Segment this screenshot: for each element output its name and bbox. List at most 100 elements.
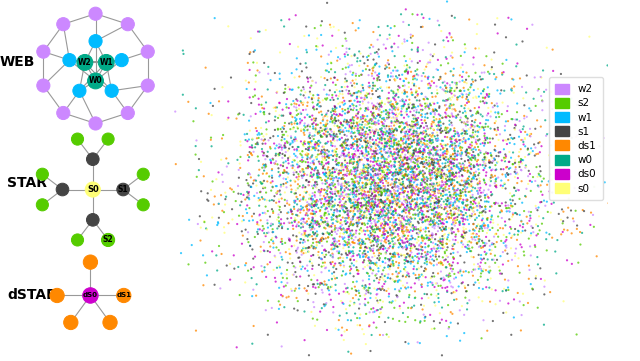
Point [338, 139, 348, 145]
Point [342, 226, 353, 232]
Point [419, 70, 429, 76]
Point [206, 135, 216, 140]
Point [358, 99, 368, 104]
Point [545, 131, 555, 136]
Point [419, 190, 429, 196]
Point [305, 135, 316, 141]
Point [324, 155, 334, 161]
Point [406, 169, 417, 175]
Point [422, 235, 432, 241]
Point [404, 209, 414, 215]
Point [354, 241, 364, 247]
Point [433, 295, 444, 301]
Point [460, 131, 470, 136]
Point [344, 183, 355, 188]
Point [516, 178, 527, 184]
Point [339, 118, 349, 124]
Point [365, 186, 376, 192]
Point [396, 252, 406, 257]
Point [348, 200, 358, 206]
Point [327, 228, 337, 234]
Point [356, 212, 366, 218]
Point [447, 139, 457, 144]
Point [335, 231, 346, 236]
Point [386, 123, 396, 129]
Point [376, 251, 386, 257]
Point [363, 221, 373, 226]
Point [308, 100, 318, 105]
Point [408, 222, 418, 228]
Point [372, 143, 383, 148]
Point [377, 275, 387, 281]
Point [501, 138, 511, 143]
Point [376, 189, 387, 195]
Point [486, 275, 496, 281]
Point [425, 193, 435, 199]
Point [367, 113, 378, 118]
Point [394, 215, 404, 221]
Point [346, 117, 356, 123]
Point [341, 119, 351, 125]
Point [360, 264, 370, 270]
Point [402, 157, 412, 163]
Point [433, 170, 444, 176]
Point [412, 12, 422, 18]
Point [323, 223, 333, 229]
Point [356, 200, 366, 206]
Point [383, 238, 394, 244]
Point [355, 184, 365, 190]
Point [422, 251, 433, 257]
Point [506, 203, 516, 208]
Point [526, 230, 536, 236]
Point [223, 160, 234, 166]
Point [445, 152, 456, 158]
Point [406, 261, 416, 266]
Point [383, 57, 393, 63]
Point [447, 142, 458, 148]
Point [360, 181, 371, 187]
Point [386, 255, 396, 261]
Point [442, 178, 452, 183]
Point [355, 208, 365, 214]
Point [275, 100, 285, 106]
Point [527, 148, 538, 154]
Point [242, 189, 252, 195]
Point [383, 275, 393, 281]
Point [376, 197, 386, 203]
Point [217, 208, 227, 214]
Point [375, 228, 385, 234]
Point [274, 285, 284, 291]
Point [369, 309, 380, 314]
Point [444, 168, 454, 174]
Point [462, 169, 472, 175]
Point [253, 198, 264, 204]
Point [284, 146, 294, 152]
Point [232, 344, 242, 350]
Point [380, 231, 390, 237]
Point [328, 264, 339, 270]
Point [365, 196, 376, 202]
Point [401, 160, 411, 166]
Point [360, 175, 371, 181]
Point [341, 38, 351, 44]
Point [307, 174, 317, 180]
Point [386, 149, 396, 155]
Point [321, 154, 331, 160]
Point [357, 204, 367, 210]
Point [330, 120, 340, 126]
Point [411, 148, 421, 153]
Point [351, 90, 362, 96]
Point [442, 56, 452, 62]
Point [447, 146, 458, 152]
Point [318, 236, 328, 242]
Point [317, 97, 328, 103]
Point [564, 196, 574, 202]
Point [461, 114, 471, 120]
Point [333, 101, 344, 106]
Point [436, 242, 447, 247]
Point [384, 130, 394, 136]
Point [429, 147, 439, 152]
Point [449, 212, 459, 217]
Point [388, 212, 398, 218]
Point [325, 201, 335, 207]
